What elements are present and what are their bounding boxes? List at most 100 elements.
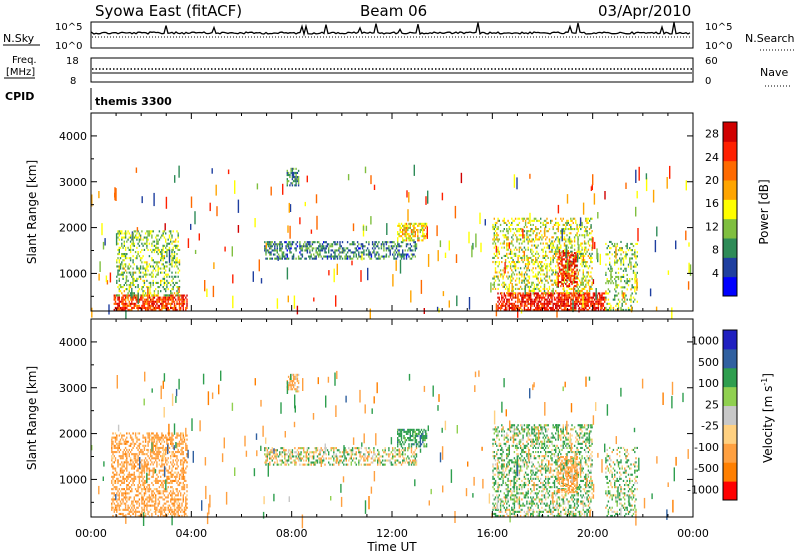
power-cell [582, 277, 584, 280]
power-cell [519, 273, 522, 276]
velocity-cell [146, 498, 148, 501]
power-cell [387, 241, 389, 244]
power-cell [286, 169, 288, 172]
power-cell [563, 298, 566, 301]
power-cell [162, 302, 164, 305]
power-cell [343, 247, 345, 250]
velocity-cell [112, 467, 114, 470]
power-cell [631, 286, 633, 289]
velocity-cell [113, 436, 115, 439]
velocity-cell [137, 510, 139, 513]
power-cell [497, 287, 499, 290]
power-cell [166, 253, 168, 256]
velocity-cell [143, 453, 146, 456]
power-cell [423, 222, 425, 225]
power-cell [607, 280, 610, 283]
power-cell [132, 267, 134, 270]
power-cell [588, 279, 591, 282]
power-cell [578, 223, 581, 226]
velocity-cell [165, 490, 167, 493]
power-cell [571, 294, 573, 297]
power-cell [405, 231, 408, 234]
velocity-cell [173, 455, 176, 458]
power-cell [507, 277, 509, 280]
power-cell [153, 290, 156, 293]
power-cell [177, 286, 179, 289]
power-cell [609, 261, 611, 264]
power-cell [533, 302, 536, 305]
power-cell [176, 290, 178, 293]
power-cell [492, 261, 494, 264]
velocity-cell [171, 475, 173, 478]
velocity-cell [128, 506, 130, 509]
power-cell [265, 251, 267, 254]
power-cell [547, 292, 549, 295]
power-cell [305, 247, 307, 250]
power-cell [586, 292, 588, 295]
power-cell [126, 302, 128, 305]
power-cell [556, 261, 558, 264]
power-cell [542, 221, 544, 224]
power-cell [600, 294, 602, 297]
power-cell [542, 265, 544, 268]
power-cell [161, 255, 163, 258]
power-sparse-cell [98, 273, 100, 281]
power-cell [563, 266, 566, 269]
power-cell [270, 243, 272, 246]
power-cell [600, 296, 602, 299]
power-cell [156, 238, 158, 241]
velocity-cell [149, 459, 152, 462]
power-cell [136, 236, 138, 239]
velocity-cell [131, 502, 133, 505]
power-cell [172, 246, 174, 249]
power-sparse-cell [438, 308, 440, 313]
velocity-cell [138, 473, 141, 476]
power-cell [609, 269, 611, 272]
power-cell [531, 259, 533, 262]
velocity-cell [170, 512, 172, 515]
power-cell [142, 244, 144, 247]
power-cell [331, 255, 334, 258]
velocity-cell [128, 510, 130, 513]
power-cell [508, 300, 510, 303]
power-cell [546, 273, 548, 276]
power-cell [516, 306, 518, 309]
power-cell [512, 292, 514, 295]
power-cell [518, 261, 521, 264]
power-cell [537, 271, 539, 274]
power-cell [605, 263, 607, 266]
velocity-cell [119, 479, 122, 482]
power-cell [545, 292, 547, 295]
velocity-cell [167, 471, 169, 474]
power-cell [513, 292, 516, 295]
power-cell [176, 281, 178, 284]
velocity-cell [134, 510, 137, 513]
power-cell [524, 248, 527, 251]
power-cell [118, 259, 120, 262]
power-cell [345, 253, 347, 256]
power-cell [576, 285, 578, 288]
power-cell [139, 236, 142, 239]
power-cell [548, 228, 551, 231]
power-cell [297, 184, 300, 187]
power-cell [504, 236, 507, 239]
power-cell [126, 232, 128, 235]
velocity-cell [171, 434, 173, 437]
power-cell [173, 300, 176, 303]
power-cell [620, 261, 622, 264]
velocity-cell [141, 496, 143, 499]
power-cell [530, 230, 532, 233]
velocity-cell [147, 444, 149, 447]
power-cell [158, 230, 161, 233]
power-sparse-cell [427, 190, 429, 204]
power-cell [593, 292, 596, 295]
power-cell [163, 257, 166, 260]
power-cell [548, 294, 551, 297]
power-cell [420, 224, 423, 227]
power-cell [422, 233, 424, 236]
power-cell [494, 238, 497, 241]
velocity-cell [171, 444, 173, 447]
power-sparse-cell [444, 252, 447, 258]
velocity-cell [176, 455, 178, 458]
power-cell [512, 302, 514, 305]
